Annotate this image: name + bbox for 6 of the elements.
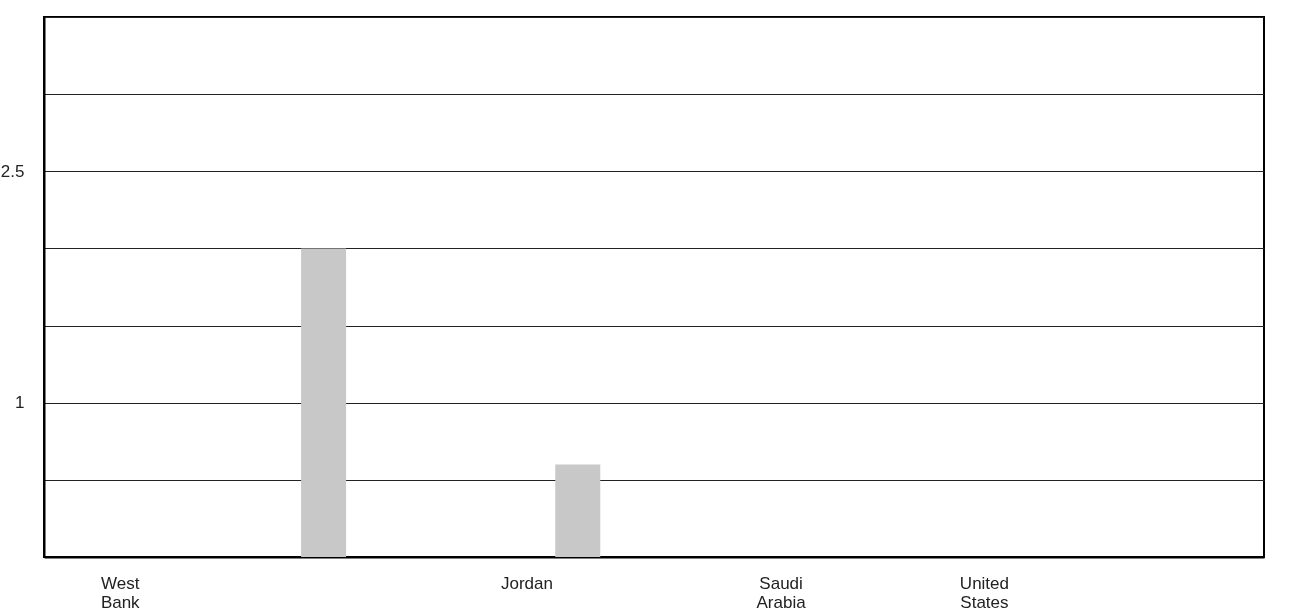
x-tick-label: West Bank bbox=[100, 573, 141, 612]
x-tick-label: Jordan bbox=[500, 573, 553, 593]
x-tick-label: United States bbox=[959, 573, 1009, 612]
x-tick-label: Saudi Arabia bbox=[756, 573, 807, 612]
y-tick-label: 1 bbox=[15, 393, 25, 413]
y-tick-label: 2.5 bbox=[0, 161, 25, 181]
